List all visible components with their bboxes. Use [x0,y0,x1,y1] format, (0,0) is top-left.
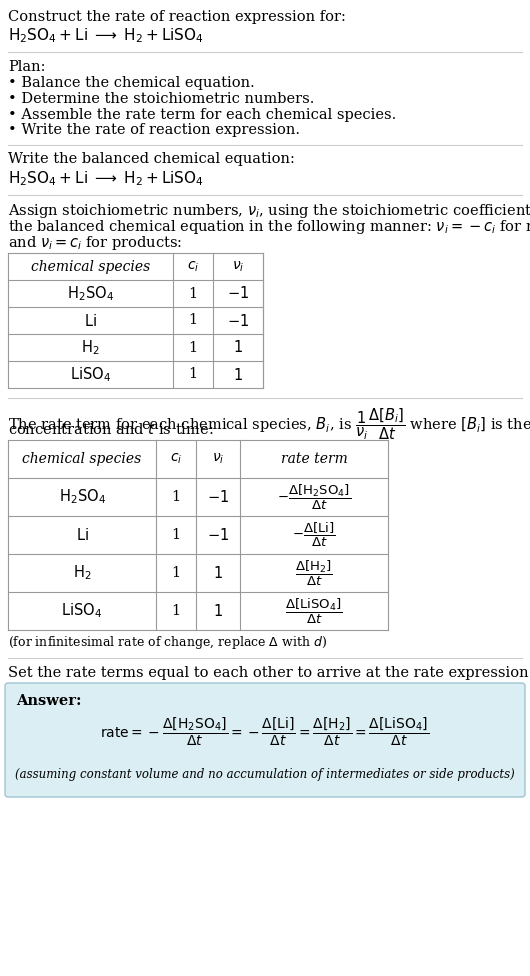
Text: concentration and $t$ is time:: concentration and $t$ is time: [8,422,214,437]
Text: $\mathrm{H_2SO_4 + Li \;\longrightarrow\; H_2 + LiSO_4}$: $\mathrm{H_2SO_4 + Li \;\longrightarrow\… [8,26,204,45]
Text: chemical species: chemical species [31,260,150,273]
Text: 1: 1 [171,604,181,618]
Text: Write the balanced chemical equation:: Write the balanced chemical equation: [8,152,295,167]
Text: $\mathrm{LiSO_4}$: $\mathrm{LiSO_4}$ [61,601,102,621]
Text: $1$: $1$ [233,340,243,355]
Text: • Assemble the rate term for each chemical species.: • Assemble the rate term for each chemic… [8,107,396,121]
Text: Set the rate terms equal to each other to arrive at the rate expression:: Set the rate terms equal to each other t… [8,666,530,679]
Text: • Balance the chemical equation.: • Balance the chemical equation. [8,76,255,91]
Text: the balanced chemical equation in the following manner: $\nu_i = -c_i$ for react: the balanced chemical equation in the fo… [8,218,530,236]
Text: (for infinitesimal rate of change, replace $\Delta$ with $d$): (for infinitesimal rate of change, repla… [8,634,327,651]
Text: $c_i$: $c_i$ [170,452,182,467]
Text: 1: 1 [171,490,181,504]
Text: • Determine the stoichiometric numbers.: • Determine the stoichiometric numbers. [8,92,314,106]
Text: and $\nu_i = c_i$ for products:: and $\nu_i = c_i$ for products: [8,233,182,252]
Text: $c_i$: $c_i$ [187,260,199,273]
Text: • Write the rate of reaction expression.: • Write the rate of reaction expression. [8,123,300,137]
Text: 1: 1 [171,528,181,542]
Text: $\mathrm{H_2SO_4 + Li \;\longrightarrow\; H_2 + LiSO_4}$: $\mathrm{H_2SO_4 + Li \;\longrightarrow\… [8,169,204,187]
Text: 1: 1 [189,368,198,382]
Text: Plan:: Plan: [8,60,46,74]
Text: $-\dfrac{\Delta[\mathrm{Li}]}{\Delta t}$: $-\dfrac{\Delta[\mathrm{Li}]}{\Delta t}$ [292,521,336,549]
Text: $\mathrm{Li}$: $\mathrm{Li}$ [76,527,89,543]
Text: rate term: rate term [280,452,347,466]
Text: $-1$: $-1$ [207,489,229,505]
Text: $\mathrm{H_2}$: $\mathrm{H_2}$ [81,338,100,357]
Text: $-1$: $-1$ [207,527,229,543]
Text: $\mathrm{rate} = -\dfrac{\Delta[\mathrm{H_2SO_4}]}{\Delta t} = -\dfrac{\Delta[\m: $\mathrm{rate} = -\dfrac{\Delta[\mathrm{… [100,715,430,749]
Text: $\dfrac{\Delta[\mathrm{LiSO_4}]}{\Delta t}$: $\dfrac{\Delta[\mathrm{LiSO_4}]}{\Delta … [285,596,343,626]
Text: $1$: $1$ [213,603,223,619]
Text: (assuming constant volume and no accumulation of intermediates or side products): (assuming constant volume and no accumul… [15,768,515,781]
Text: 1: 1 [189,341,198,354]
Text: $\nu_i$: $\nu_i$ [212,452,224,467]
Text: $\nu_i$: $\nu_i$ [232,260,244,273]
Text: The rate term for each chemical species, $B_i$, is $\dfrac{1}{\nu_i}\dfrac{\Delt: The rate term for each chemical species,… [8,406,530,441]
FancyBboxPatch shape [5,683,525,797]
Text: chemical species: chemical species [22,452,142,466]
Text: $1$: $1$ [213,565,223,581]
Text: Assign stoichiometric numbers, $\nu_i$, using the stoichiometric coefficients, $: Assign stoichiometric numbers, $\nu_i$, … [8,202,530,221]
Text: $-1$: $-1$ [227,312,249,329]
Text: $-\dfrac{\Delta[\mathrm{H_2SO_4}]}{\Delta t}$: $-\dfrac{\Delta[\mathrm{H_2SO_4}]}{\Delt… [277,482,351,511]
Text: $\mathrm{H_2SO_4}$: $\mathrm{H_2SO_4}$ [58,488,105,507]
Text: $\mathrm{Li}$: $\mathrm{Li}$ [84,312,97,329]
Text: 1: 1 [189,313,198,328]
Text: Answer:: Answer: [16,694,82,708]
Text: $\mathrm{H_2}$: $\mathrm{H_2}$ [73,564,91,583]
Text: Construct the rate of reaction expression for:: Construct the rate of reaction expressio… [8,10,346,24]
Text: $1$: $1$ [233,367,243,383]
Text: $-1$: $-1$ [227,286,249,302]
Text: $\mathrm{H_2SO_4}$: $\mathrm{H_2SO_4}$ [67,284,114,303]
Text: 1: 1 [171,566,181,580]
Text: 1: 1 [189,287,198,301]
Text: $\mathrm{LiSO_4}$: $\mathrm{LiSO_4}$ [70,365,111,384]
Text: $\dfrac{\Delta[\mathrm{H_2}]}{\Delta t}$: $\dfrac{\Delta[\mathrm{H_2}]}{\Delta t}$ [295,558,333,588]
